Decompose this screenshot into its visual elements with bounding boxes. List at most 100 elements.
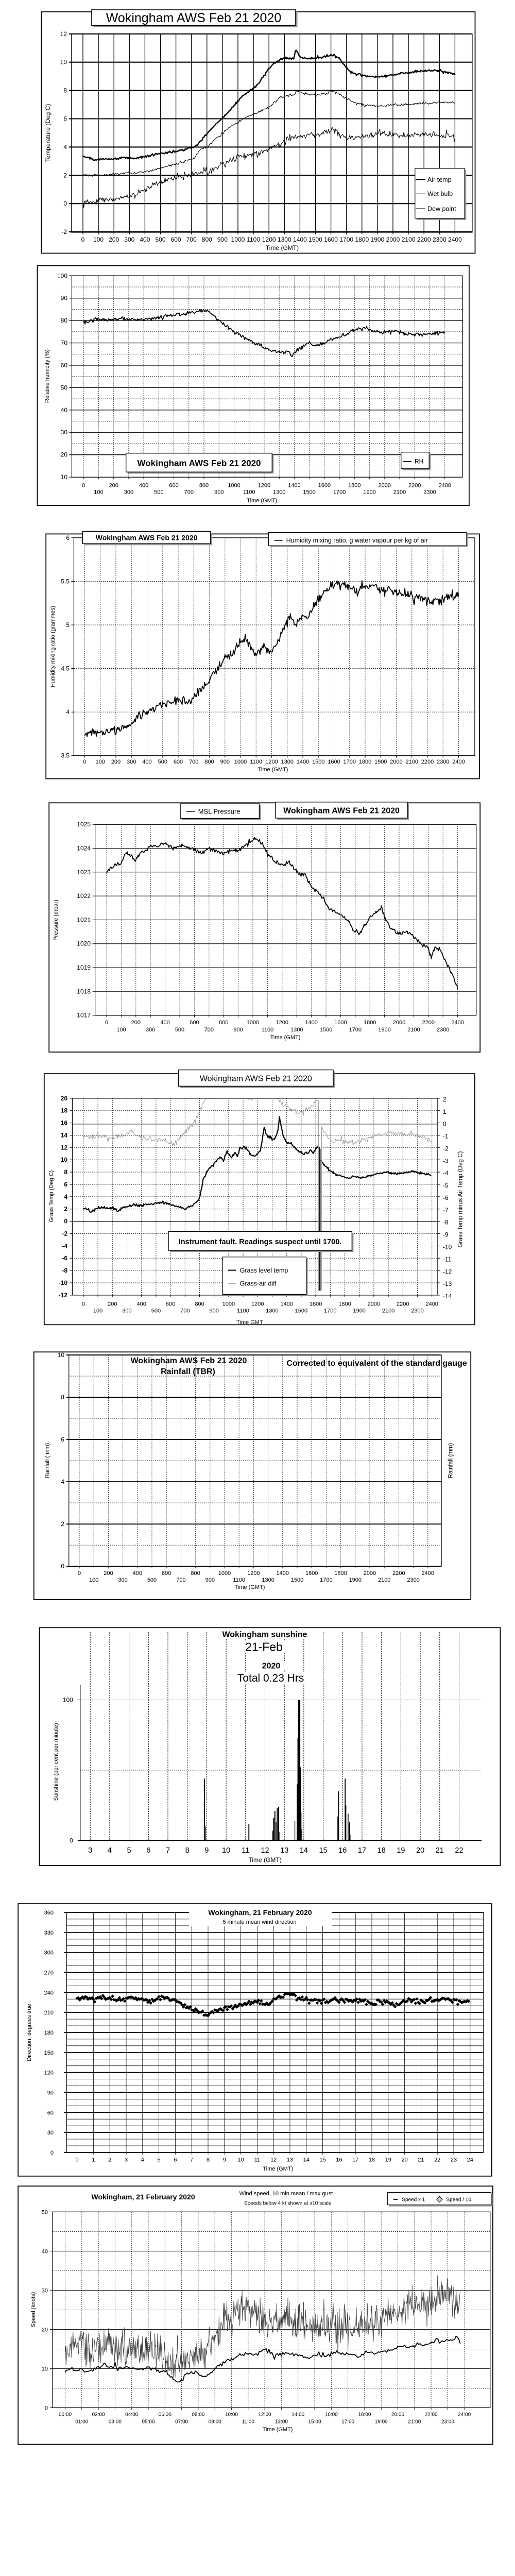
svg-text:8: 8 [61,1394,64,1401]
svg-text:2200: 2200 [421,759,434,765]
svg-text:1000: 1000 [247,1020,259,1026]
svg-text:Wokingham, 21 February 2020: Wokingham, 21 February 2020 [91,2193,195,2201]
svg-text:2100: 2100 [407,1027,420,1033]
svg-text:Wind speed, 10 min mean / max: Wind speed, 10 min mean / max gust [239,2191,333,2197]
svg-text:360: 360 [44,1910,54,1916]
svg-text:150: 150 [44,2050,54,2056]
svg-text:0: 0 [45,2405,48,2411]
svg-text:90: 90 [61,295,68,302]
svg-text:17:00: 17:00 [341,2419,354,2425]
svg-text:100: 100 [57,272,67,279]
svg-text:1: 1 [92,2157,95,2163]
svg-text:Temperature (Deg C): Temperature (Deg C) [44,104,52,162]
svg-text:0: 0 [50,2150,54,2156]
svg-text:-4: -4 [62,1242,67,1249]
svg-text:1023: 1023 [77,869,91,876]
svg-text:1700: 1700 [339,236,353,243]
svg-text:40: 40 [61,406,68,414]
svg-text:17: 17 [358,1846,366,1855]
svg-text:60: 60 [47,2110,54,2116]
svg-text:100: 100 [93,1308,102,1314]
svg-text:400: 400 [140,236,150,243]
svg-text:0: 0 [105,1020,108,1026]
svg-text:2300: 2300 [411,1308,423,1314]
svg-text:01:00: 01:00 [75,2419,88,2425]
svg-text:-2: -2 [62,1230,67,1238]
svg-text:1600: 1600 [324,236,338,243]
svg-text:2400: 2400 [448,236,462,243]
svg-text:Humidity mixing ratio (grammes: Humidity mixing ratio (grammes) [50,606,56,687]
svg-text:2200: 2200 [408,483,421,489]
svg-text:700: 700 [180,1308,190,1314]
svg-text:10:00: 10:00 [225,2412,238,2418]
svg-text:800: 800 [199,483,209,489]
svg-text:2300: 2300 [433,236,447,243]
svg-text:900: 900 [220,759,230,765]
svg-text:6: 6 [61,1436,64,1443]
svg-text:0: 0 [64,1218,67,1225]
svg-text:8: 8 [207,2157,210,2163]
svg-text:Pressure (mbar): Pressure (mbar) [53,900,59,940]
svg-text:20: 20 [61,451,68,459]
svg-text:1700: 1700 [333,489,346,496]
svg-text:Total 0.23 Hrs: Total 0.23 Hrs [237,1672,304,1684]
svg-text:1: 1 [443,1108,447,1115]
svg-text:2200: 2200 [422,1020,435,1026]
svg-text:500: 500 [154,489,163,496]
svg-text:100: 100 [116,1027,126,1033]
svg-text:1100: 1100 [233,1577,245,1583]
svg-text:Wokingham AWS Feb 21 2020: Wokingham AWS Feb 21 2020 [106,11,281,25]
svg-text:1400: 1400 [280,1301,293,1308]
svg-text:Speed x 1: Speed x 1 [402,2197,425,2202]
svg-text:12: 12 [61,1144,68,1151]
svg-text:Time (GMT): Time (GMT) [235,1584,265,1590]
svg-text:7: 7 [166,1846,170,1855]
svg-text:200: 200 [109,236,119,243]
svg-text:5: 5 [66,621,70,629]
svg-text:300: 300 [124,236,134,243]
svg-text:6: 6 [174,2157,177,2163]
svg-text:1024: 1024 [77,845,91,852]
svg-text:1200: 1200 [276,1020,288,1026]
svg-text:15: 15 [319,2157,325,2163]
svg-text:4: 4 [61,1478,64,1485]
svg-text:180: 180 [44,2030,54,2036]
svg-text:20: 20 [416,1846,424,1855]
svg-text:30: 30 [42,2287,48,2294]
svg-text:200: 200 [111,759,121,765]
svg-text:11:00: 11:00 [242,2419,255,2425]
svg-text:1000: 1000 [234,759,247,765]
svg-text:1019: 1019 [77,964,91,971]
svg-text:500: 500 [155,236,165,243]
svg-text:900: 900 [210,1308,219,1314]
svg-text:16:00: 16:00 [325,2412,338,2418]
svg-text:4: 4 [63,143,67,150]
svg-text:Relative humidity (%): Relative humidity (%) [44,349,50,403]
svg-text:1700: 1700 [349,1027,362,1033]
svg-text:100: 100 [89,1577,98,1583]
svg-text:9: 9 [223,2157,226,2163]
svg-text:-6: -6 [62,1255,67,1262]
svg-text:-1: -1 [443,1133,449,1140]
svg-text:3: 3 [125,2157,128,2163]
svg-text:1300: 1300 [281,759,294,765]
svg-text:2100: 2100 [378,1577,390,1583]
svg-text:Time GMT: Time GMT [236,1319,263,1326]
svg-text:1500: 1500 [291,1577,303,1583]
svg-text:Rainfall (TBR): Rainfall (TBR) [161,1367,215,1376]
svg-text:14: 14 [303,2157,310,2163]
svg-text:12: 12 [60,30,67,38]
svg-text:-10: -10 [59,1279,68,1286]
svg-text:2200: 2200 [397,1301,409,1308]
svg-text:0: 0 [83,759,86,765]
svg-text:40: 40 [42,2248,48,2255]
svg-text:13: 13 [280,1846,288,1855]
svg-text:22: 22 [455,1846,463,1855]
svg-text:2000: 2000 [368,1301,380,1308]
svg-text:900: 900 [214,489,224,496]
svg-text:2100: 2100 [393,489,406,496]
svg-text:270: 270 [44,1970,54,1976]
svg-text:-3: -3 [443,1157,449,1164]
svg-text:100: 100 [96,759,105,765]
svg-text:1800: 1800 [355,236,369,243]
